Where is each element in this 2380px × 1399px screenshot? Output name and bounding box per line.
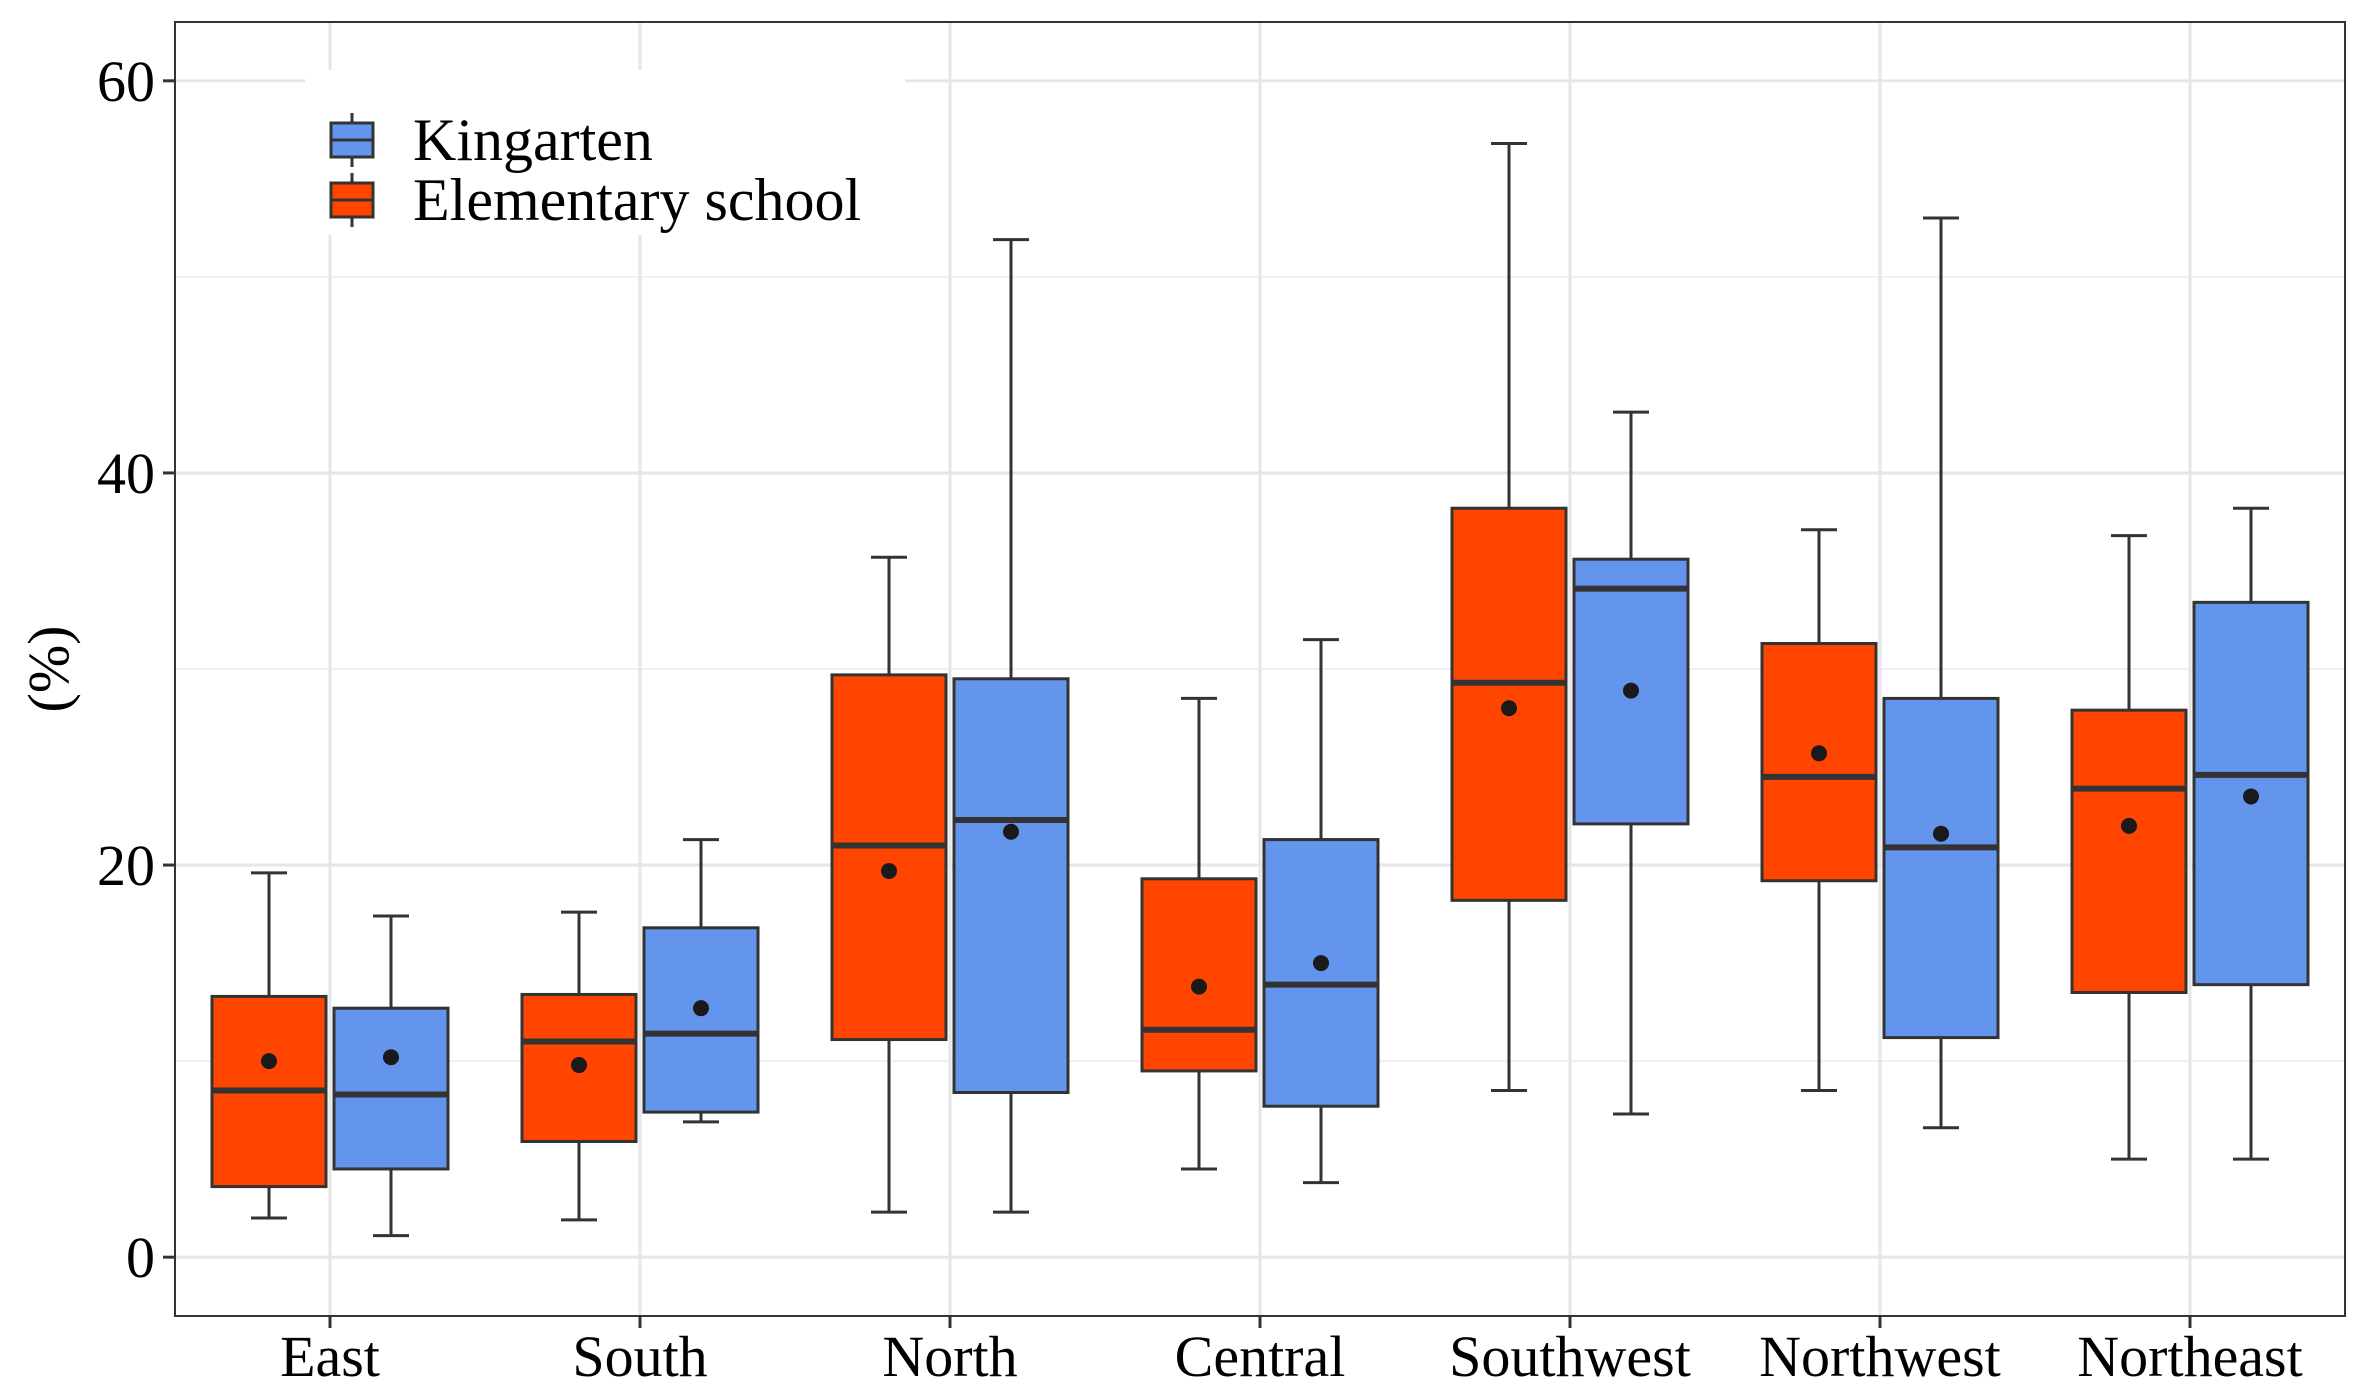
- box-elementary-northwest: [1760, 528, 1878, 1093]
- x-tick-label: South: [572, 1324, 707, 1389]
- mean-point: [1811, 745, 1827, 762]
- box-iqr: [1262, 838, 1380, 1108]
- box-iqr: [952, 677, 1070, 1094]
- x-tick-label: Central: [1175, 1324, 1346, 1389]
- box-elementary-north: [830, 555, 948, 1214]
- y-tick-label: 0: [126, 1225, 155, 1290]
- box-elementary-central: [1140, 696, 1258, 1171]
- y-tick-label: 20: [97, 833, 155, 898]
- legend-background: [305, 70, 905, 235]
- mean-point: [2121, 817, 2137, 834]
- box-iqr: [1760, 642, 1878, 883]
- mean-point: [881, 862, 897, 879]
- box-elementary-east: [210, 871, 328, 1220]
- box-iqr: [642, 926, 760, 1114]
- mean-point: [1191, 978, 1207, 995]
- box-iqr: [1882, 696, 2000, 1040]
- mean-point: [383, 1049, 399, 1066]
- box-kingarten-northwest: [1882, 216, 2000, 1130]
- box-kingarten-central: [1262, 638, 1380, 1185]
- y-axis: 0 20 40 60: [97, 49, 175, 1290]
- mean-point: [1623, 682, 1639, 699]
- mean-point: [693, 1000, 709, 1017]
- box-kingarten-northeast: [2192, 506, 2310, 1161]
- box-iqr: [2070, 708, 2188, 994]
- grid-major: [175, 22, 2345, 1316]
- box-elementary-southwest: [1450, 142, 1568, 1093]
- y-axis-title: (%): [16, 626, 81, 713]
- x-tick-label: East: [280, 1324, 380, 1389]
- legend-label: Kingarten: [413, 107, 653, 173]
- box-kingarten-southwest: [1572, 410, 1690, 1116]
- x-tick-label: North: [882, 1324, 1017, 1389]
- legend-label: Elementary school: [413, 167, 861, 233]
- x-tick-label: Southwest: [1449, 1324, 1691, 1389]
- box-iqr: [830, 673, 948, 1042]
- x-axis: East South North Central Southwest Northwest N…: [280, 1316, 2303, 1389]
- mean-point: [1501, 700, 1517, 717]
- box-elementary-northeast: [2070, 534, 2188, 1161]
- mean-point: [2243, 788, 2259, 805]
- mean-point: [1313, 955, 1329, 972]
- y-tick-label: 60: [97, 49, 155, 114]
- boxes-layer: [210, 142, 2310, 1238]
- box-iqr: [332, 1006, 450, 1171]
- y-tick-label: 40: [97, 441, 155, 506]
- box-kingarten-east: [332, 914, 450, 1238]
- box-kingarten-south: [642, 838, 760, 1124]
- box-iqr: [1140, 877, 1258, 1073]
- mean-point: [571, 1057, 587, 1074]
- mean-point: [261, 1053, 277, 1070]
- mean-point: [1003, 823, 1019, 840]
- box-elementary-south: [520, 910, 638, 1222]
- mean-point: [1933, 825, 1949, 842]
- x-tick-label: Northwest: [1759, 1324, 2001, 1389]
- x-tick-label: Northeast: [2077, 1324, 2303, 1389]
- box-kingarten-north: [952, 238, 1070, 1214]
